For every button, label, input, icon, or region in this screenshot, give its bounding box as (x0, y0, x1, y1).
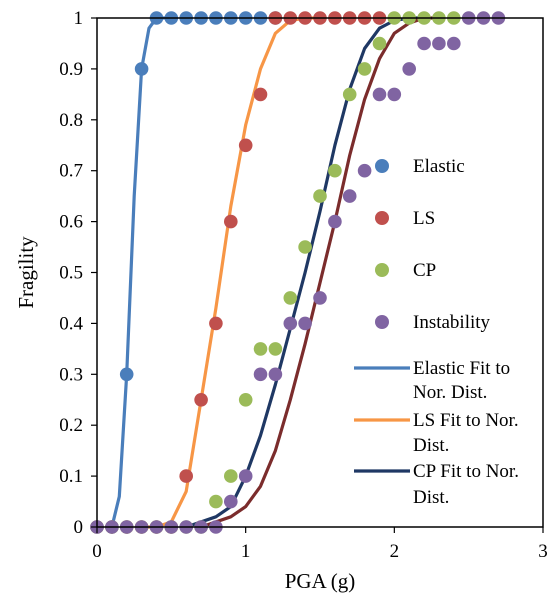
legend-label: CP (413, 260, 436, 281)
point-ls (253, 87, 268, 102)
point-elastic (134, 62, 149, 76)
point-instability (313, 291, 327, 305)
x-tick-label: 2 (390, 541, 400, 562)
y-tick-label: 0.9 (59, 59, 83, 80)
x-tick-label: 1 (241, 541, 251, 562)
legend-marker (375, 263, 389, 277)
legend-label: Instability (413, 312, 491, 333)
point-instability (372, 87, 387, 102)
point-cp (342, 87, 357, 102)
y-tick-label: 0 (74, 517, 84, 538)
point-cp (238, 393, 253, 407)
legend: Elastic LS CP Instability Elastic Fit to Nor.… (354, 156, 519, 508)
y-tick-label: 0.6 (59, 212, 83, 233)
point-cp (283, 291, 298, 305)
plot-frame (96, 17, 544, 528)
legend-label: Elastic (413, 156, 465, 177)
fit-curve-2 (185, 16, 425, 529)
y-tick-label: 1 (74, 8, 84, 29)
y-tick-label: 0.5 (59, 263, 83, 284)
point-cp (313, 189, 327, 203)
fit-curve-3 (200, 16, 439, 529)
point-cp (328, 163, 342, 178)
point-ls (194, 393, 208, 407)
point-cp (357, 62, 372, 76)
legend-marker (375, 315, 389, 329)
point-instability (253, 367, 268, 382)
y-tick-label: 0.8 (59, 110, 83, 131)
point-cp (253, 342, 268, 356)
point-instability (447, 36, 461, 51)
point-cp (372, 36, 387, 51)
fit-curve-1 (141, 16, 320, 529)
legend-marker (375, 159, 389, 173)
point-instability (328, 214, 342, 229)
legend-label: CP Fit to Nor. (413, 461, 519, 482)
point-cp (268, 342, 283, 356)
point-ls (209, 316, 223, 331)
y-tick-label: 0.7 (59, 161, 83, 182)
point-instability (283, 316, 298, 331)
y-tick-label: 0.3 (59, 364, 83, 385)
point-instability (417, 36, 431, 51)
point-ls (179, 469, 193, 483)
point-ls (224, 214, 238, 229)
point-cp (298, 240, 312, 254)
fit-curve-0 (110, 16, 172, 528)
point-instability (387, 87, 402, 102)
point-instability (298, 316, 312, 331)
point-instability (342, 189, 357, 203)
y-tick-label: 0.4 (59, 313, 83, 334)
y-tick-label: 0.1 (59, 466, 83, 487)
legend-label: Dist. (413, 487, 449, 508)
y-tick-label: 0.2 (59, 415, 83, 436)
x-axis-ticks: 0 1 2 3 (92, 527, 548, 562)
x-tick-label: 0 (92, 541, 102, 562)
legend-label: Dist. (413, 435, 449, 456)
point-cp (224, 469, 238, 483)
point-elastic (119, 367, 134, 382)
point-instability (432, 36, 446, 51)
legend-label: LS (413, 208, 435, 229)
legend-label: LS Fit to Nor. (413, 410, 519, 431)
point-instability (224, 494, 238, 509)
point-instability (357, 163, 372, 178)
point-instability (402, 62, 417, 76)
x-axis-title: PGA (g) (285, 569, 356, 593)
point-instability (238, 469, 253, 483)
point-ls (238, 138, 253, 153)
point-cp (209, 494, 223, 509)
y-axis-ticks: 0 0.1 0.2 0.3 0.4 0.5 0.6 0.7 0.8 0.9 1 (59, 8, 97, 538)
legend-label: Nor. Dist. (413, 382, 487, 403)
point-instability (268, 367, 283, 382)
legend-label: Elastic Fit to (413, 358, 510, 379)
x-tick-label: 3 (538, 541, 548, 562)
y-axis-title: Fragility (14, 236, 38, 309)
legend-marker (375, 211, 389, 225)
